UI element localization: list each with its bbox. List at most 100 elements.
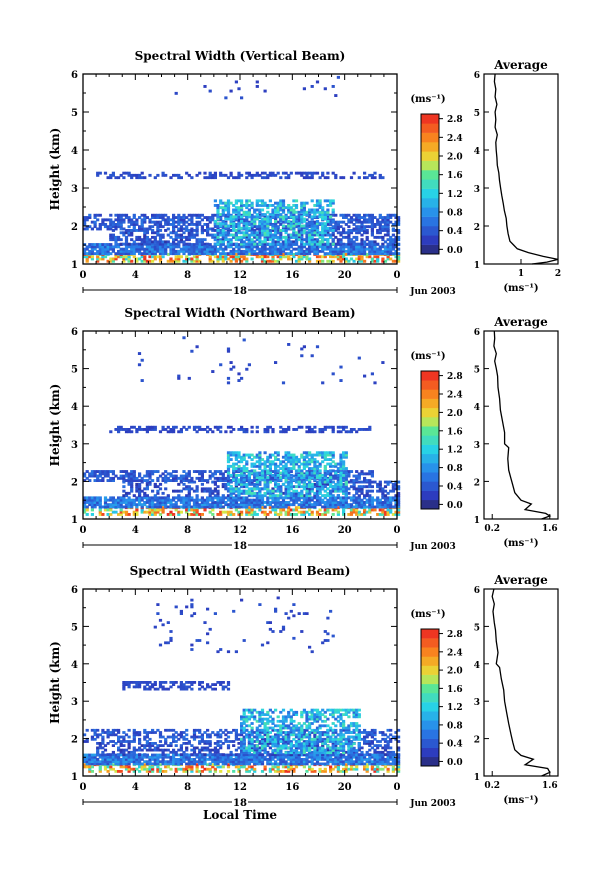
heatmap-cell (127, 245, 131, 249)
heatmap-cell (245, 770, 249, 773)
heatmap-cell (394, 240, 398, 244)
heatmap-cell (96, 171, 100, 175)
heatmap-cell (221, 255, 225, 259)
heatmap-cell (93, 245, 97, 249)
heatmap-cell (179, 505, 183, 509)
heatmap-cell (370, 474, 374, 478)
heatmap-cell (119, 223, 123, 226)
heatmap-cell (195, 231, 199, 235)
heatmap-cell (119, 474, 123, 478)
heatmap-cell (174, 216, 178, 219)
heatmap-cell (119, 242, 123, 246)
heatmap-cell (219, 240, 223, 244)
heatmap-cell (292, 458, 296, 461)
heatmap-cell (302, 479, 306, 482)
heatmap-cell (117, 225, 121, 229)
heatmap-cell (297, 460, 301, 464)
heatmap-cell (226, 208, 231, 212)
heatmap-cell (271, 204, 275, 207)
heatmap-cell (93, 479, 97, 482)
heatmap-cell (383, 220, 388, 224)
heatmap-cell (185, 494, 189, 498)
heatmap-cell (145, 498, 149, 502)
heatmap-cell (339, 240, 343, 244)
heatmap-cell (114, 257, 118, 261)
heatmap-cell (344, 505, 348, 509)
heatmap-cell (117, 245, 121, 249)
heatmap-cell (313, 240, 317, 244)
heatmap-cell (130, 430, 134, 434)
heatmap-cell (138, 247, 142, 251)
heatmap-cell (263, 216, 267, 219)
heatmap-cell (195, 233, 199, 237)
heatmap-cell (240, 455, 244, 459)
y-tick-label: 6 (71, 70, 78, 81)
heatmap-cell (122, 249, 126, 253)
heatmap-cell (192, 510, 197, 514)
heatmap-cell (370, 257, 374, 261)
heatmap-cell (145, 501, 149, 504)
heatmap-cell (326, 471, 330, 475)
heatmap-cell (331, 503, 335, 507)
heatmap-cell (310, 498, 314, 502)
heatmap-cell (179, 430, 183, 434)
heatmap-cell (344, 485, 348, 489)
heatmap-cell (386, 238, 390, 242)
heatmap-cell (276, 227, 280, 231)
heatmap-cell (368, 482, 372, 486)
heatmap-cell (237, 464, 241, 468)
heatmap-cell (342, 229, 346, 232)
heatmap-cell (247, 498, 251, 502)
heatmap-cell (368, 425, 372, 429)
heatmap-cell (292, 460, 296, 464)
heatmap-cell (331, 208, 335, 212)
heatmap-cell (119, 238, 123, 242)
heatmap-cell (85, 498, 89, 502)
heatmap-cell (219, 513, 223, 516)
heatmap-cell (339, 478, 343, 482)
heatmap-cell (355, 231, 359, 235)
heatmap-cell (294, 259, 299, 263)
heatmap-cell (391, 242, 395, 246)
heatmap-cell (83, 220, 87, 224)
heatmap-cell (93, 252, 97, 256)
heatmap-cell (232, 505, 236, 509)
heatmap-cell (148, 220, 152, 224)
heatmap-cell (292, 462, 296, 466)
heatmap-cell (179, 227, 183, 231)
heatmap-cell (240, 252, 244, 256)
heatmap-cell (308, 453, 312, 457)
heatmap-cell (187, 496, 191, 500)
heatmap-cell (219, 238, 223, 242)
heatmap-cell (208, 233, 212, 237)
heatmap-cell (253, 222, 257, 226)
heatmap-cell (373, 171, 377, 175)
heatmap-cell (347, 233, 351, 237)
heatmap-cell (221, 482, 225, 486)
heatmap-cell (302, 245, 306, 249)
heatmap-cell (195, 245, 199, 249)
heatmap-cell (255, 505, 259, 509)
heatmap-cell (143, 240, 147, 244)
heatmap-cell (208, 489, 212, 493)
heatmap-cell (203, 767, 207, 771)
heatmap-cell (192, 508, 197, 512)
heatmap-cell (224, 257, 228, 261)
heatmap-cell (166, 505, 170, 509)
heatmap-cell (122, 496, 126, 500)
heatmap-cell (329, 491, 333, 495)
heatmap-cell (305, 201, 309, 205)
heatmap-cell (313, 208, 317, 212)
heatmap-cell (98, 765, 102, 769)
heatmap-cell (245, 245, 249, 249)
heatmap-cell (281, 471, 286, 475)
heatmap-cell (397, 247, 401, 251)
heatmap-cell (357, 428, 361, 431)
heatmap-cell (219, 257, 223, 261)
heatmap-cell (268, 238, 272, 242)
heatmap-cell (114, 225, 118, 229)
average-y-tick-label: 2 (474, 478, 480, 488)
heatmap-cell (373, 508, 377, 512)
heatmap-cell (130, 480, 134, 484)
heatmap-cell (93, 496, 97, 500)
